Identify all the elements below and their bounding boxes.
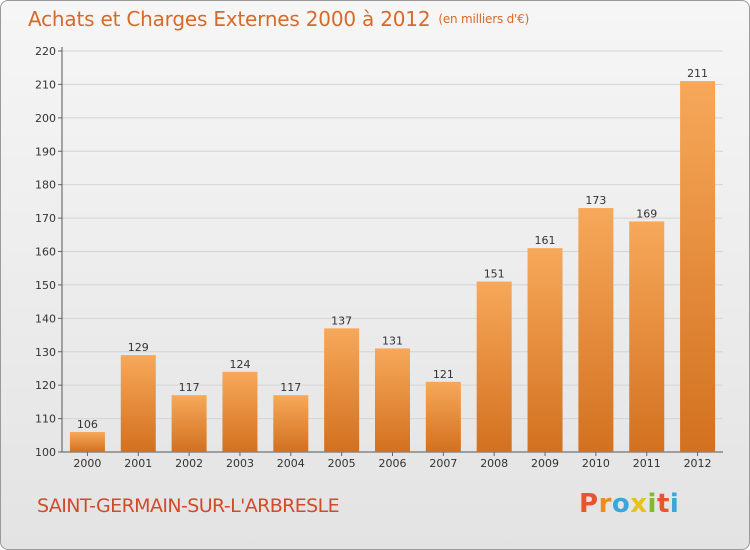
data-label: 129 [128, 341, 149, 354]
chart-subtitle: (en milliers d'€) [438, 12, 530, 26]
bar [578, 208, 614, 452]
data-label: 173 [585, 194, 606, 207]
logo-letter: t [656, 489, 670, 519]
data-label: 121 [433, 368, 454, 381]
chart-title-text: Achats et Charges Externes 2000 à 2012 [28, 7, 431, 31]
bar [222, 371, 258, 452]
x-tick-label: 2005 [328, 457, 356, 470]
x-tick-label: 2008 [480, 457, 508, 470]
proxiti-logo: Proxiti [579, 489, 679, 519]
bar [120, 355, 156, 452]
x-tick-label: 2011 [633, 457, 661, 470]
data-label: 124 [229, 358, 250, 371]
y-tick-label: 100 [35, 446, 56, 459]
bar [476, 281, 512, 452]
data-label: 137 [331, 314, 352, 327]
x-tick-label: 2012 [684, 457, 712, 470]
y-tick-label: 210 [35, 78, 56, 91]
x-tick-label: 2003 [226, 457, 254, 470]
x-tick-label: 2006 [379, 457, 407, 470]
logo-letter: r [598, 489, 612, 519]
data-label: 151 [484, 268, 505, 281]
commune-name: SAINT-GERMAIN-SUR-L'ARBRESLE [37, 495, 340, 517]
logo-letter: i [669, 489, 680, 519]
data-label: 211 [687, 67, 708, 80]
logo-letter: x [630, 489, 648, 519]
y-tick-label: 170 [35, 212, 56, 225]
y-tick-label: 190 [35, 145, 56, 158]
bar [273, 395, 309, 452]
x-tick-label: 2002 [175, 457, 203, 470]
x-tick-label: 2009 [531, 457, 559, 470]
x-tick-label: 2000 [73, 457, 101, 470]
logo-letter: i [647, 489, 657, 519]
data-label: 117 [280, 381, 301, 394]
bar [324, 328, 360, 452]
data-label: 161 [535, 234, 556, 247]
y-tick-label: 150 [35, 279, 56, 292]
y-tick-label: 180 [35, 179, 56, 192]
bar [629, 221, 665, 452]
x-tick-label: 2010 [582, 457, 610, 470]
data-label: 117 [179, 381, 200, 394]
y-tick-label: 140 [35, 312, 56, 325]
y-tick-label: 220 [35, 45, 56, 58]
x-tick-label: 2001 [124, 457, 152, 470]
data-label: 131 [382, 334, 403, 347]
bar [425, 381, 461, 452]
y-tick-label: 110 [35, 413, 56, 426]
logo-letter: P [579, 489, 599, 519]
x-tick-label: 2004 [277, 457, 305, 470]
y-tick-label: 130 [35, 346, 56, 359]
bar [69, 431, 105, 452]
bar [527, 248, 563, 452]
y-tick-label: 200 [35, 112, 56, 125]
data-label: 106 [77, 418, 98, 431]
chart-title: Achats et Charges Externes 2000 à 2012 (e… [28, 7, 529, 31]
bar [680, 81, 716, 452]
data-label: 169 [636, 207, 657, 220]
bar [171, 395, 207, 452]
y-tick-label: 160 [35, 246, 56, 259]
bar [375, 348, 410, 452]
x-tick-label: 2007 [429, 457, 457, 470]
logo-letter: o [611, 489, 631, 519]
y-tick-label: 120 [35, 379, 56, 392]
